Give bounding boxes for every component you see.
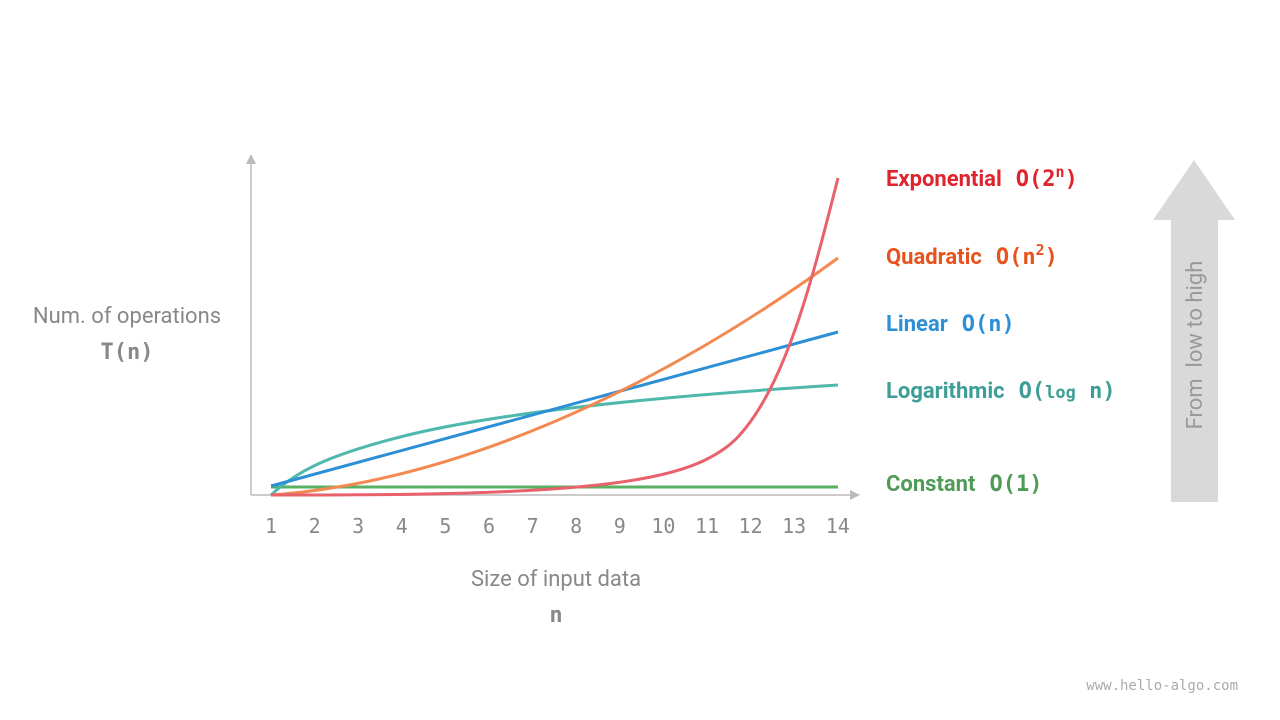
exponential-curve xyxy=(270,177,840,497)
quadratic-curve xyxy=(270,256,839,497)
x-ticks: 1 2 3 4 5 6 7 8 9 10 11 12 13 14 xyxy=(265,514,850,538)
curve-label: Exponential O(2n) xyxy=(886,163,1078,192)
order-arrow xyxy=(1153,160,1235,502)
x-tick-label: 7 xyxy=(527,514,539,538)
curve-label: Quadratic O(n2) xyxy=(886,241,1058,270)
curve-name: Constant xyxy=(886,472,976,497)
x-tick-label: 12 xyxy=(739,514,763,538)
x-axis-arrow xyxy=(850,490,860,500)
formula-log: log xyxy=(1045,383,1076,403)
linear-curve xyxy=(270,330,839,488)
curve-label: Constant O(1) xyxy=(886,472,1042,497)
y-axis-label: Num. of operations xyxy=(33,304,221,329)
formula: O(n xyxy=(996,245,1036,270)
formula: ) xyxy=(1065,167,1078,192)
arrow-label: From low to high xyxy=(1183,261,1208,430)
x-tick-label: 11 xyxy=(695,514,719,538)
curve-name: Exponential xyxy=(886,167,1002,192)
x-tick-label: 10 xyxy=(651,514,675,538)
x-tick-label: 3 xyxy=(352,514,364,538)
x-tick-label: 4 xyxy=(396,514,408,538)
curve-label: Linear O(n) xyxy=(886,312,1015,337)
curve-name: Quadratic xyxy=(886,245,982,270)
x-tick-label: 8 xyxy=(570,514,582,538)
x-tick-label: 13 xyxy=(782,514,806,538)
logarithmic-curve xyxy=(269,383,839,497)
curve-name: Logarithmic xyxy=(886,379,1005,404)
formula: O(n) xyxy=(962,312,1015,337)
curve-labels: Exponential O(2n) Quadratic O(n2) Linear O(… xyxy=(886,163,1116,497)
formula: O(2 xyxy=(1016,167,1056,192)
x-tick-label: 2 xyxy=(309,514,321,538)
footer: www.hello-algo.com xyxy=(1086,678,1238,694)
x-tick-label: 1 xyxy=(265,514,277,538)
formula-sup: 2 xyxy=(1036,241,1045,259)
formula-sup: n xyxy=(1056,163,1065,181)
x-tick-label: 6 xyxy=(483,514,495,538)
x-tick-label: 9 xyxy=(614,514,626,538)
x-axis-symbol: n xyxy=(549,603,562,628)
formula: ) xyxy=(1045,245,1058,270)
y-axis-symbol: T(n) xyxy=(101,340,154,365)
curve-name: Linear xyxy=(886,312,948,337)
y-axis-arrow xyxy=(246,154,256,164)
curve-label: Logarithmic O(log n) xyxy=(886,379,1116,404)
formula: O( xyxy=(1019,379,1046,404)
formula: O(1) xyxy=(989,472,1042,497)
x-tick-label: 14 xyxy=(826,514,850,538)
x-axis-label: Size of input data xyxy=(471,567,641,592)
formula: n) xyxy=(1076,379,1116,404)
x-tick-label: 5 xyxy=(439,514,451,538)
